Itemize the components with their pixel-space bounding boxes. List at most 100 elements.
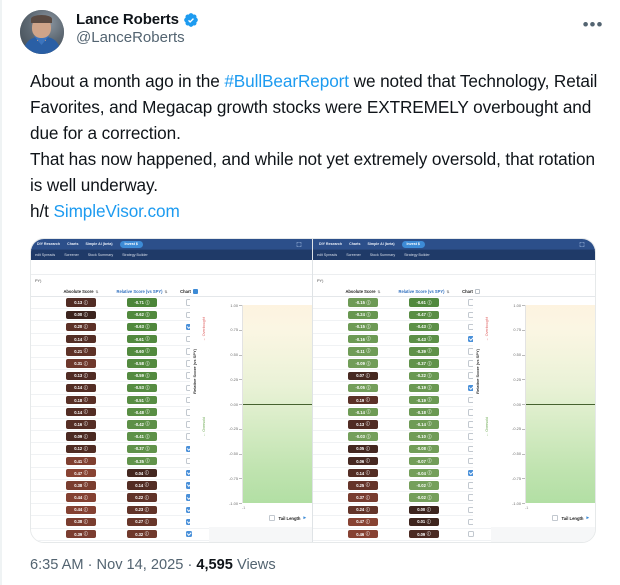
relative-score-chip[interactable]: -0.22 ⓘ bbox=[409, 371, 439, 380]
absolute-score-chip[interactable]: 0.14 ⓘ bbox=[66, 408, 96, 417]
absolute-score-chip[interactable]: 0.07 ⓘ bbox=[348, 371, 378, 380]
table-row[interactable]: -0.09 ⓘ -0.37 ⓘ bbox=[313, 357, 491, 371]
table-row[interactable]: 0.00 ⓘ -0.62 ⓘ bbox=[31, 309, 209, 322]
table-row[interactable]: 0.20 ⓘ -0.63 ⓘ bbox=[31, 321, 209, 334]
info-icon[interactable]: ⓘ bbox=[366, 299, 371, 305]
chart-row-checkbox[interactable] bbox=[185, 530, 193, 538]
table-row[interactable]: 0.16 ⓘ -0.42 ⓘ bbox=[31, 418, 209, 432]
info-icon[interactable]: ⓘ bbox=[365, 506, 370, 512]
absolute-score-chip[interactable]: -0.03 ⓘ bbox=[348, 432, 378, 441]
simplevisor-link[interactable]: SimpleVisor.com bbox=[53, 201, 180, 221]
sort-icon-absolute[interactable]: ⇅ bbox=[95, 289, 99, 294]
info-icon[interactable]: ⓘ bbox=[83, 518, 88, 524]
info-icon[interactable]: ⓘ bbox=[366, 336, 371, 342]
relative-score-chip[interactable]: -0.14 ⓘ bbox=[409, 420, 439, 429]
sort-icon-relative[interactable]: ⇅ bbox=[446, 289, 450, 294]
relative-score-chip[interactable]: -0.43 ⓘ bbox=[409, 322, 439, 332]
fullscreen-icon[interactable] bbox=[578, 241, 586, 248]
info-icon[interactable]: ⓘ bbox=[427, 348, 432, 354]
subnav-item-right-3[interactable]: Strategy Builder bbox=[404, 253, 430, 257]
info-icon[interactable]: ⓘ bbox=[366, 384, 371, 390]
subnav-item-right-1[interactable]: Screener bbox=[346, 253, 361, 257]
relative-score-chip[interactable]: -0.53 ⓘ bbox=[127, 383, 157, 393]
relative-score-chip[interactable]: 0.22 ⓘ bbox=[127, 493, 157, 502]
tail-length-control[interactable]: Tail Length ▸ bbox=[269, 515, 306, 521]
relative-score-chip[interactable]: 0.27 ⓘ bbox=[127, 517, 157, 527]
absolute-score-chip[interactable]: -0.24 ⓘ bbox=[348, 310, 378, 319]
relative-score-chip[interactable]: -0.18 ⓘ bbox=[409, 408, 439, 417]
display-name[interactable]: Lance Roberts bbox=[76, 11, 179, 28]
info-icon[interactable]: ⓘ bbox=[366, 409, 371, 415]
absolute-score-chip[interactable]: 0.44 ⓘ bbox=[66, 505, 96, 514]
info-icon[interactable]: ⓘ bbox=[365, 518, 370, 524]
absolute-score-chip[interactable]: 0.39 ⓘ bbox=[66, 529, 96, 539]
tail-length-checkbox[interactable] bbox=[269, 515, 276, 521]
relative-score-chip[interactable]: 0.01 ⓘ bbox=[409, 517, 439, 527]
absolute-score-chip[interactable]: 0.24 ⓘ bbox=[348, 505, 378, 514]
relative-score-chip[interactable]: 0.23 ⓘ bbox=[127, 505, 157, 514]
more-options-button[interactable]: ••• bbox=[580, 14, 606, 34]
info-icon[interactable]: ⓘ bbox=[83, 458, 88, 464]
absolute-score-chip[interactable]: 0.41 ⓘ bbox=[66, 456, 96, 466]
table-row[interactable]: 0.24 ⓘ 0.00 ⓘ bbox=[313, 504, 491, 517]
info-icon[interactable]: ⓘ bbox=[427, 494, 432, 500]
chart-plot-area[interactable]: -1 bbox=[525, 305, 595, 510]
table-row[interactable]: 0.44 ⓘ 0.22 ⓘ bbox=[31, 492, 209, 505]
table-row[interactable]: -0.11 ⓘ -0.39 ⓘ bbox=[313, 345, 491, 358]
chart-row-checkbox[interactable] bbox=[185, 482, 193, 489]
table-row[interactable]: 0.06 ⓘ -0.07 ⓘ bbox=[313, 455, 491, 468]
table-row[interactable]: 0.19 ⓘ -0.19 ⓘ bbox=[313, 394, 491, 407]
table-row[interactable]: 0.49ⓘ0.50ⓘ bbox=[31, 540, 209, 542]
absolute-score-chip[interactable]: 0.20 ⓘ bbox=[66, 322, 96, 332]
avatar[interactable] bbox=[20, 10, 64, 54]
absolute-score-chip[interactable]: 0.14 ⓘ bbox=[66, 383, 96, 393]
nav-item-right-0[interactable]: DIY Research bbox=[319, 242, 343, 246]
relative-score-chip[interactable]: 0.14 ⓘ bbox=[127, 481, 157, 490]
relative-score-chip[interactable]: -0.19 ⓘ bbox=[409, 395, 439, 405]
tail-length-control[interactable]: Tail Length ▸ bbox=[552, 515, 589, 521]
absolute-score-chip[interactable]: 0.31 ⓘ bbox=[66, 359, 96, 368]
info-icon[interactable]: ⓘ bbox=[144, 518, 149, 524]
info-icon[interactable]: ⓘ bbox=[145, 421, 150, 427]
absolute-score-chip[interactable]: 0.47 ⓘ bbox=[66, 469, 96, 478]
table-row[interactable]: 0.47 ⓘ 0.04 ⓘ bbox=[31, 467, 209, 480]
relative-score-chip[interactable]: -0.61 ⓘ bbox=[409, 298, 439, 307]
table-row[interactable]: -0.05 ⓘ -0.19 ⓘ bbox=[313, 382, 491, 395]
absolute-score-chip[interactable]: 0.25 ⓘ bbox=[348, 481, 378, 490]
absolute-score-chip[interactable]: 0.06 ⓘ bbox=[348, 456, 378, 466]
info-icon[interactable]: ⓘ bbox=[83, 421, 88, 427]
info-icon[interactable]: ⓘ bbox=[83, 409, 88, 415]
nav-item-left-0[interactable]: DIY Research bbox=[37, 242, 61, 246]
info-icon[interactable]: ⓘ bbox=[427, 372, 432, 378]
absolute-score-chip[interactable]: -0.15 ⓘ bbox=[348, 322, 378, 332]
author-handle[interactable]: @LanceRoberts bbox=[76, 29, 185, 46]
column-header-absolute-score[interactable]: Absolute Score ⇅ bbox=[63, 288, 99, 294]
relative-score-chip[interactable]: 0.32 ⓘ bbox=[127, 529, 157, 539]
chart-row-checkbox[interactable] bbox=[185, 494, 193, 501]
absolute-score-chip[interactable]: 0.18 ⓘ bbox=[66, 395, 96, 405]
relative-score-chart[interactable]: Relative Score (vs SPY) ← Overbought ← Ove… bbox=[190, 297, 312, 527]
relative-score-chip[interactable]: -0.48 ⓘ bbox=[127, 408, 157, 417]
info-icon[interactable]: ⓘ bbox=[145, 299, 150, 305]
info-icon[interactable]: ⓘ bbox=[427, 323, 432, 329]
table-row[interactable]: 0.14 ⓘ -0.48 ⓘ bbox=[31, 406, 209, 419]
chart-row-checkbox[interactable] bbox=[185, 323, 193, 331]
relative-score-chip[interactable]: -0.08 ⓘ bbox=[409, 444, 439, 454]
table-row[interactable]: 0.13 ⓘ -0.71 ⓘ bbox=[31, 297, 209, 310]
info-icon[interactable]: ⓘ bbox=[365, 372, 370, 378]
info-icon[interactable]: ⓘ bbox=[366, 323, 371, 329]
table-row[interactable]: -0.16 ⓘ -0.43 ⓘ bbox=[313, 333, 491, 346]
info-icon[interactable]: ⓘ bbox=[427, 470, 432, 476]
chart-select-all-checkbox[interactable] bbox=[474, 288, 480, 294]
absolute-score-chip[interactable]: 0.09 ⓘ bbox=[66, 432, 96, 441]
table-row[interactable]: 0.05 ⓘ -0.08 ⓘ bbox=[313, 443, 491, 456]
info-icon[interactable]: ⓘ bbox=[145, 323, 150, 329]
absolute-score-chip[interactable]: 0.05 ⓘ bbox=[348, 444, 378, 454]
info-icon[interactable]: ⓘ bbox=[365, 494, 370, 500]
table-row[interactable]: 0.14 ⓘ -0.61 ⓘ bbox=[31, 333, 209, 346]
table-row[interactable]: 0.41 ⓘ -0.35 ⓘ bbox=[31, 455, 209, 468]
table-row[interactable]: 0.37 ⓘ -0.02 ⓘ bbox=[313, 492, 491, 505]
absolute-score-chip[interactable]: -0.15 ⓘ bbox=[348, 298, 378, 307]
info-icon[interactable]: ⓘ bbox=[427, 299, 432, 305]
relative-score-chip[interactable]: -0.07 ⓘ bbox=[409, 456, 439, 466]
